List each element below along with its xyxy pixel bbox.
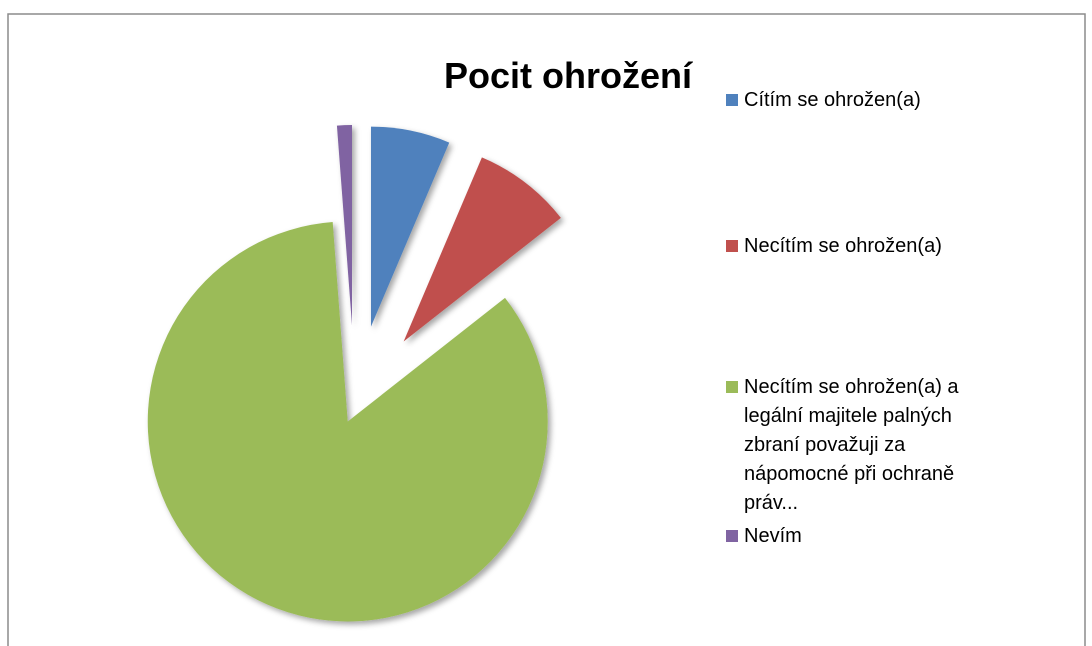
legend-item: Necítím se ohrožen(a) a legální majitele… [726,373,986,518]
legend-swatch [726,240,738,252]
legend-swatch [726,530,738,542]
pie-slice [403,157,561,342]
pie-slice [147,222,548,622]
legend-label: Necítím se ohrožen(a) a legální majitele… [744,376,959,514]
legend-label: Necítím se ohrožen(a) [744,235,942,257]
legend-item: Nevím [726,522,986,551]
frame [7,13,1086,646]
legend-item: Cítím se ohrožen(a) [726,86,986,115]
pie-slice [336,125,352,326]
pie [147,125,561,622]
legend-label: Nevím [744,525,802,547]
legend-swatch [726,94,738,106]
legend-label: Cítím se ohrožen(a) [744,89,921,111]
legend-swatch [726,381,738,393]
chart-title: Pocit ohrožení [444,55,693,96]
legend-item: Necítím se ohrožen(a) [726,232,986,261]
pie-slice [370,126,450,327]
